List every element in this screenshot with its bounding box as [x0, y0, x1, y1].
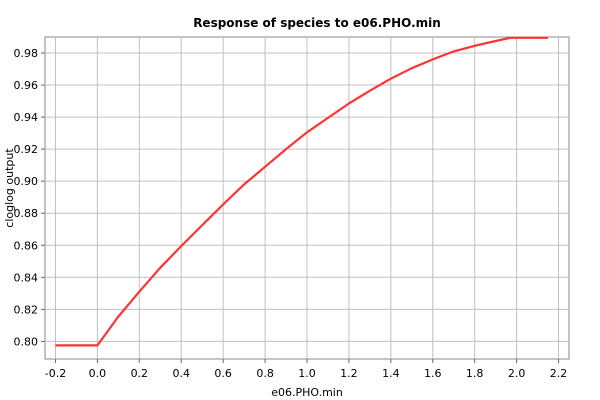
y-tick-label: 0.82 [14, 303, 39, 316]
y-tick-label: 0.88 [14, 207, 39, 220]
series-line-0 [55, 36, 548, 347]
y-axis: 0.80 0.82 0.84 0.86 0.88 0.90 0.92 0.94 0.96 0.98 [14, 47, 45, 348]
y-tick-label: 0.96 [14, 79, 39, 92]
y-tick-label: 0.98 [14, 47, 39, 60]
x-axis: -0.2 0.0 0.2 0.4 0.6 0.8 1.0 1.2 1.4 1.6 1.8 2.0 2.2 [45, 359, 568, 380]
x-tick-label: 1.4 [382, 367, 400, 380]
x-tick-label: 0.0 [89, 367, 107, 380]
y-tick-label: 0.90 [14, 175, 39, 188]
y-tick-label: 0.80 [14, 335, 39, 348]
x-tick-label: 1.8 [466, 367, 484, 380]
x-tick-label: -0.2 [45, 367, 66, 380]
y-tick-label: 0.92 [14, 143, 39, 156]
x-tick-label: 1.6 [424, 367, 442, 380]
x-tick-label: 2.0 [508, 367, 526, 380]
series-layer [55, 36, 548, 347]
x-axis-label: e06.PHO.min [271, 386, 343, 399]
x-tick-label: 0.6 [214, 367, 232, 380]
y-tick-label: 0.94 [14, 111, 39, 124]
x-tick-label: 1.2 [340, 367, 358, 380]
grid [45, 37, 569, 359]
x-tick-label: 0.8 [256, 367, 274, 380]
x-tick-label: 1.0 [298, 367, 316, 380]
chart-title: Response of species to e06.PHO.min [193, 16, 441, 30]
y-axis-label: cloglog output [3, 148, 16, 228]
x-tick-label: 0.4 [172, 367, 190, 380]
y-tick-label: 0.84 [14, 271, 39, 284]
y-tick-label: 0.86 [14, 239, 39, 252]
x-tick-label: 2.2 [550, 367, 568, 380]
x-tick-label: 0.2 [131, 367, 149, 380]
